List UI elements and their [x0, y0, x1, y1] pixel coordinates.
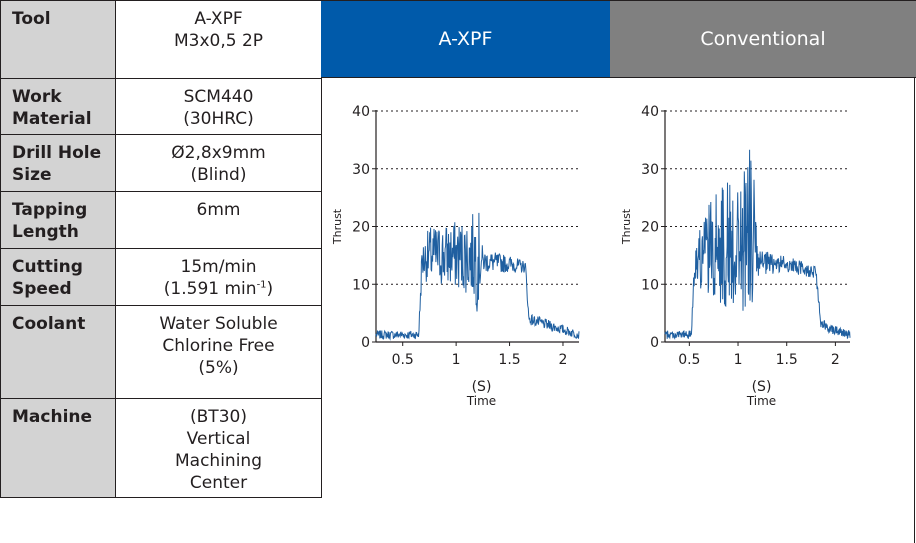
spec-value: (1.591 min-1) — [116, 278, 321, 300]
y-axis-label: Thrust — [331, 208, 344, 245]
spec-value-cell: A-XPF M3x0,5 2P — [115, 0, 322, 79]
spec-row: Coolant Water Soluble Chlorine Free (5%) — [0, 305, 322, 399]
spec-value-cell: Water Soluble Chlorine Free (5%) — [115, 305, 322, 399]
chart-conventional: 0 10 20 30 40 0.5 1 1.5 2 Thrust (S)Time — [620, 104, 851, 408]
y-tick-label: 40 — [352, 104, 370, 120]
spec-value-cell: Ø2,8x9mm (Blind) — [115, 134, 322, 192]
spec-value: Chlorine Free — [162, 336, 275, 356]
spec-label: Cutting — [12, 257, 83, 277]
spec-label: Speed — [12, 279, 72, 299]
spec-value: (Blind) — [190, 165, 247, 185]
y-axis-label: Thrust — [620, 208, 633, 245]
y-tick-label: 30 — [352, 162, 370, 178]
y-tick-label: 10 — [352, 277, 370, 293]
spec-label-cell: Tool — [0, 0, 116, 79]
x-tick-label: 0.5 — [392, 352, 414, 368]
spec-label: Length — [12, 222, 79, 242]
spec-value: M3x0,5 2P — [173, 31, 264, 51]
y-tick-label: 40 — [641, 104, 659, 120]
spec-value-part: ) — [266, 279, 274, 299]
y-tick-label: 20 — [352, 220, 370, 236]
spec-label-cell: Tapping Length — [0, 191, 116, 249]
spec-row: Tool A-XPF M3x0,5 2P — [0, 0, 322, 79]
spec-value-superscript: -1 — [256, 279, 267, 291]
spec-value: SCM440 — [183, 87, 254, 107]
spec-value: (BT30) — [190, 407, 247, 427]
spec-label-cell: Work Material — [0, 78, 116, 135]
right-border — [914, 78, 915, 543]
header-conventional-label: Conventional — [700, 28, 826, 50]
header-axpf-label: A-XPF — [438, 28, 493, 50]
spec-label: Drill Hole — [12, 143, 102, 163]
y-tick-label: 20 — [641, 220, 659, 236]
spec-label: Tapping — [12, 200, 88, 220]
y-tick-label: 0 — [650, 335, 659, 351]
spec-value: 15m/min — [180, 257, 257, 277]
spec-value: Machining — [175, 451, 262, 471]
spec-label-cell: Cutting Speed — [0, 248, 116, 306]
x-tick-label: 1.5 — [498, 352, 520, 368]
spec-value-cell: 6mm — [115, 191, 322, 249]
x-tick-label: 2 — [559, 352, 568, 368]
x-tick-label: 1 — [734, 352, 743, 368]
spec-value: Ø2,8x9mm — [171, 143, 266, 163]
x-axis-unit: (S) — [752, 379, 772, 395]
x-tick-label: 0.5 — [678, 352, 700, 368]
spec-row: Drill Hole Size Ø2,8x9mm (Blind) — [0, 134, 322, 192]
spec-value-part: (1.591 min — [163, 279, 257, 299]
x-axis-unit: (S) — [472, 379, 492, 395]
spec-label: Material — [12, 109, 92, 129]
spec-row: Machine (BT30) Vertical Machining Center — [0, 398, 322, 498]
x-tick-label: 1 — [452, 352, 461, 368]
spec-value-cell: 15m/min (1.591 min-1) — [115, 248, 322, 306]
spec-value-cell: (BT30) Vertical Machining Center — [115, 398, 322, 498]
spec-value: A-XPF — [194, 9, 243, 29]
thrust-series-line — [375, 212, 580, 341]
spec-label: Tool — [12, 9, 51, 29]
spec-label-cell: Drill Hole Size — [0, 134, 116, 192]
spec-label: Work — [12, 87, 62, 107]
y-tick-label: 30 — [641, 162, 659, 178]
header-conventional: Conventional — [610, 0, 916, 78]
spec-row: Tapping Length 6mm — [0, 191, 322, 249]
spec-label: Coolant — [12, 314, 86, 334]
thrust-series-line — [664, 149, 851, 341]
spec-table: Tool A-XPF M3x0,5 2P Work Material SCM440 (30H… — [0, 0, 322, 498]
spec-value: Water Soluble — [159, 314, 278, 334]
spec-label: Size — [12, 165, 52, 185]
spec-label: Machine — [12, 407, 93, 427]
spec-label-cell: Coolant — [0, 305, 116, 399]
x-tick-label: 2 — [831, 352, 840, 368]
spec-value-cell: SCM440 (30HRC) — [115, 78, 322, 135]
y-tick-label: 0 — [361, 335, 370, 351]
spec-label-cell: Machine — [0, 398, 116, 498]
x-axis-label: Time — [746, 394, 776, 408]
spec-value: Vertical — [186, 429, 251, 449]
x-axis-label: Time — [466, 394, 496, 408]
spec-row: Cutting Speed 15m/min (1.591 min-1) — [0, 248, 322, 306]
header-axpf: A-XPF — [321, 0, 610, 78]
spec-value: Center — [189, 473, 248, 493]
chart-axpf: 0 10 20 30 40 0.5 1 1.5 2 Thrust (S)Time — [331, 104, 580, 408]
y-tick-label: 10 — [641, 277, 659, 293]
spec-value: (30HRC) — [183, 109, 254, 129]
x-tick-label: 1.5 — [776, 352, 798, 368]
spec-value: 6mm — [196, 200, 241, 220]
spec-value: (5%) — [198, 358, 239, 378]
spec-row: Work Material SCM440 (30HRC) — [0, 78, 322, 135]
